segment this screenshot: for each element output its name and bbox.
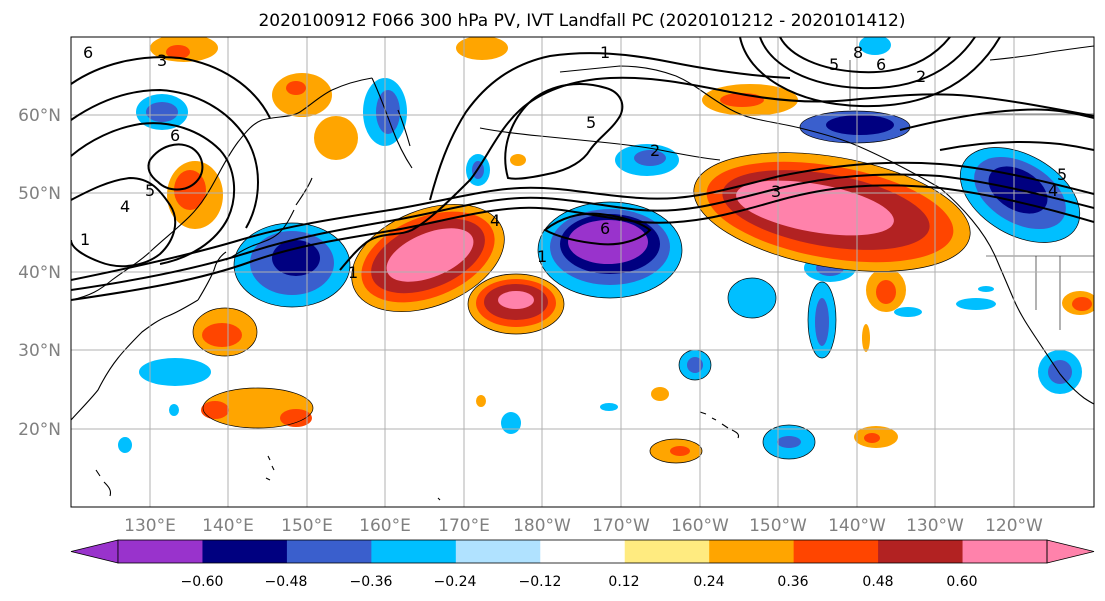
pv-contour-label: 3 [771,182,781,201]
lon-label: 150°E [281,516,333,536]
lon-label: 130°W [906,516,964,536]
pv-contour-labels: 6 3 6 5 4 1 1 5 2 6 4 1 3 8 6 5 2 5 4 1 [80,43,1067,282]
lon-label: 180°W [513,516,571,536]
colorbar-extend-low [70,539,119,564]
colorbar-tick: −0.48 [265,574,308,590]
colorbar-tick: −0.24 [434,574,477,590]
colorbar-swatches [70,539,1095,564]
pv-contour-label: 4 [1048,181,1058,200]
colorbar-swatch [793,540,879,563]
map-frame [70,36,1095,508]
pv-contour-label: 3 [157,51,167,70]
lat-label: 30°N [18,341,61,361]
lat-label: 20°N [18,420,61,440]
positive-anomaly-small-patches [150,37,1094,463]
pv-contour-label: 4 [490,211,500,230]
pv-contour-label: 2 [650,141,660,160]
negative-anomaly-western-pacific [234,223,350,307]
lon-label: 140°W [828,516,886,536]
colorbar-frame [117,539,1048,564]
pv-contours [71,37,1094,301]
latitude-labels: 60°N 50°N 40°N 30°N 20°N [18,106,61,440]
colorbar-swatch [286,540,372,563]
positive-anomaly-midlatitude [468,274,564,334]
pv-contour-label: 5 [586,113,596,132]
colorbar-tick: 0.12 [608,574,639,590]
lat-label: 40°N [18,263,61,283]
lat-label: 60°N [18,106,61,126]
colorbar-tick-labels: −0.60 −0.48 −0.36 −0.24 −0.12 0.12 0.24 … [181,574,978,590]
pv-contour-label: 5 [829,55,839,74]
lon-label: 160°E [359,516,411,536]
coastlines [71,45,1094,501]
colorbar-swatch [624,540,710,563]
colorbar-tick: 0.36 [777,574,808,590]
pv-contour-label: 1 [80,230,90,249]
longitude-labels: 130°E 140°E 150°E 160°E 170°E 180°W 170°… [124,516,1043,536]
colorbar-tick: −0.12 [519,574,562,590]
colorbar-tick: 0.24 [693,574,724,590]
pv-contour-label: 5 [145,181,155,200]
lon-label: 170°W [592,516,650,536]
colorbar-swatch [540,540,626,563]
lon-label: 170°E [438,516,490,536]
colorbar-swatch [709,540,795,563]
pv-contour-label: 6 [876,55,886,74]
colorbar-swatch [202,540,288,563]
lon-label: 140°E [202,516,254,536]
pv-contour-label: 6 [170,126,180,145]
negative-anomaly-dateline [538,202,682,298]
pv-contour-label: 1 [600,43,610,62]
colorbar: −0.60 −0.48 −0.36 −0.24 −0.12 0.12 0.24 … [70,539,1095,590]
lon-label: 160°W [671,516,729,536]
colorbar-swatch [118,540,203,563]
positive-anomaly-eastern-pacific [693,152,971,272]
lon-label: 120°W [985,516,1043,536]
figure-title: 2020100912 F066 300 hPa PV, IVT Landfall… [258,11,905,31]
colorbar-extend-high [1046,539,1095,564]
lon-label: 130°E [124,516,176,536]
colorbar-tick: −0.36 [350,574,393,590]
pv-contour-label: 4 [120,197,130,216]
lat-label: 50°N [18,184,61,204]
pv-contour-label: 2 [916,67,926,86]
pv-contour-label: 8 [853,43,863,62]
colorbar-swatch [878,540,964,563]
pv-contour-label: 1 [537,247,547,266]
pv-contour-label: 6 [83,43,93,62]
pv-contour-label: 1 [348,263,358,282]
pv-contour-label: 5 [1057,165,1067,184]
pv-contour-label: 6 [600,219,610,238]
shading-outlines [192,110,1081,464]
colorbar-tick: 0.48 [862,574,893,590]
map-panel: 6 3 6 5 4 1 1 5 2 6 4 1 3 8 6 5 2 5 4 1 [71,37,1094,507]
colorbar-tick: 0.60 [946,574,977,590]
colorbar-swatch [455,540,541,563]
colorbar-swatch [962,540,1048,563]
lon-label: 150°W [749,516,807,536]
colorbar-tick: −0.60 [181,574,224,590]
colorbar-swatch [371,540,457,563]
